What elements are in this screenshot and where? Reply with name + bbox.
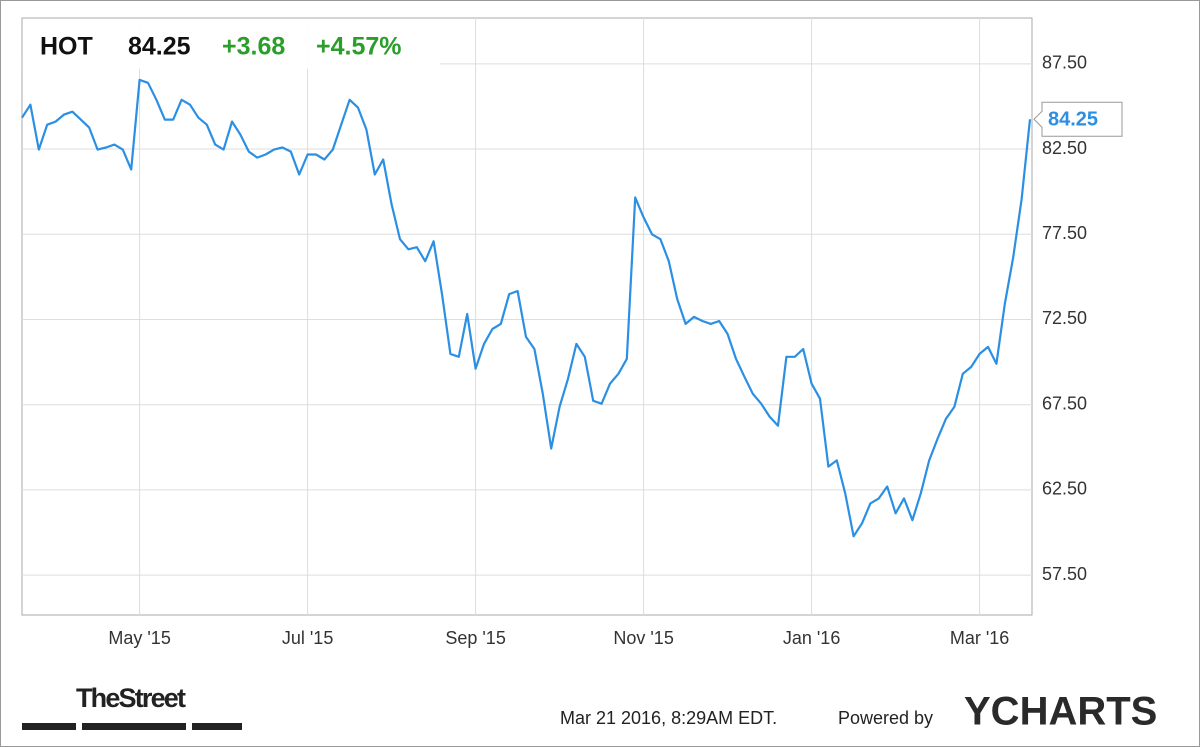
logo-bar [192,723,242,730]
marks [21,78,1032,538]
y-tick-label: 87.50 [1042,53,1087,73]
x-tick-label: Nov '15 [613,628,673,648]
logo-bar [82,723,186,730]
y-tick-label: 77.50 [1042,223,1087,243]
x-tick-label: Jul '15 [282,628,333,648]
y-tick-label: 57.50 [1042,564,1087,584]
plot-area [21,17,1033,616]
timestamp: Mar 21 2016, 8:29AM EDT. [560,708,777,728]
x-tick-label: Mar '16 [950,628,1009,648]
header-box [23,19,440,69]
y-tick-label: 67.50 [1042,393,1087,413]
change: +3.68 [222,33,285,61]
brand-logo: YCHARTS [964,690,1157,734]
change-percent: +4.57% [316,33,402,61]
y-tick-label: 62.50 [1042,479,1087,499]
last-value-label: 84.25 [1048,109,1098,131]
source-logo: TheStreet [76,683,186,713]
logo-bar [22,723,76,730]
grid [22,18,1032,615]
powered-by: Powered by [838,708,933,728]
y-tick-label: 72.50 [1042,308,1087,328]
price: 84.25 [128,33,191,61]
x-tick-label: Sep '15 [445,628,506,648]
y-tick-label: 82.50 [1042,138,1087,158]
x-tick-label: May '15 [108,628,170,648]
x-tick-label: Jan '16 [783,628,840,648]
price-line [21,78,1032,538]
ticker: HOT [40,33,93,61]
last-value-box [1033,101,1123,137]
